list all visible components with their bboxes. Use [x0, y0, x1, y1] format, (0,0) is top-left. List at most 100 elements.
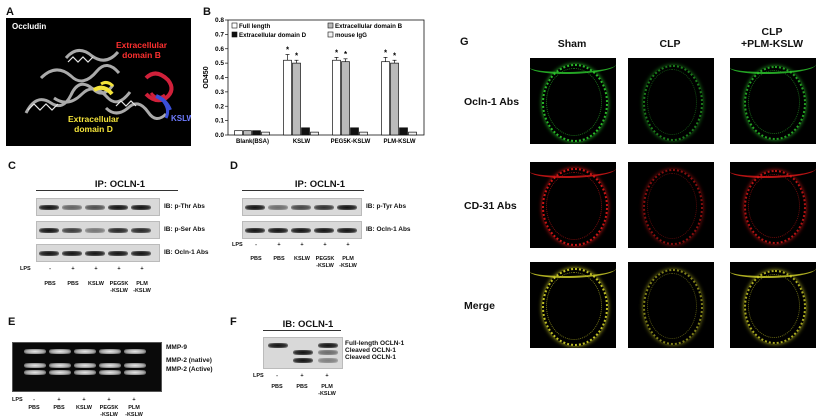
- panel-c-ip-title: IP: OCLN-1: [94, 179, 146, 190]
- fluorescence-micrograph: [530, 58, 616, 144]
- panel-e-lps-sign: +: [82, 397, 86, 403]
- protein-band: [318, 350, 338, 355]
- x-tick-label: PEG5K-KSLW: [331, 139, 371, 145]
- zymogram-band: [124, 349, 146, 354]
- column-header: Sham: [557, 38, 587, 50]
- significance-star: *: [295, 51, 299, 60]
- kslw-label: KSLW: [171, 114, 191, 123]
- panel-f-ib-title: IB: OCLN-1: [282, 319, 334, 330]
- protein-band: [268, 343, 288, 348]
- band-label: Cleaved OCLN-1: [345, 347, 396, 354]
- western-blot-strip: [263, 337, 343, 369]
- panel-d-ip-rule: [242, 190, 364, 191]
- tissue-edge: [530, 58, 616, 74]
- panel-e-lane-label: PEG5K -KSLW: [99, 405, 119, 418]
- western-blot-strip: [36, 244, 160, 262]
- protein-band: [39, 251, 59, 256]
- legend-label: Extracellular domain D: [239, 32, 307, 39]
- y-tick-label: 0.3: [215, 89, 224, 96]
- significance-star: *: [335, 48, 339, 57]
- tissue-edge: [730, 58, 816, 74]
- y-tick-label: 0.0: [215, 132, 224, 139]
- protein-band: [62, 251, 82, 256]
- vessel-inner-wall: [748, 174, 800, 238]
- zymogram-band: [24, 370, 46, 375]
- tissue-edge: [730, 262, 816, 278]
- protein-band: [62, 228, 82, 233]
- panel-d-lane-label: PBS: [273, 256, 285, 262]
- protein-band: [318, 358, 338, 363]
- fluorescence-micrograph: [730, 162, 816, 248]
- panel-d-lps-sign: +: [323, 242, 327, 248]
- domain-b-line1: Extracellular: [116, 40, 168, 50]
- panel-c-lps-sign: +: [117, 266, 121, 272]
- bar: [341, 61, 350, 136]
- panel-e-lps-sign: +: [132, 397, 136, 403]
- panel-e-letter: E: [8, 316, 16, 328]
- protein-band: [337, 205, 357, 210]
- panel-f-lps-sign: +: [325, 373, 329, 379]
- column-header: CLP: [659, 38, 681, 50]
- panel-d-lps-sign: +: [300, 242, 304, 248]
- zymogram-band: [49, 363, 71, 368]
- protein-band: [268, 228, 288, 233]
- domain-b-label: Extracellular domain B: [116, 40, 167, 60]
- panel-c-lps-label: LPS: [20, 266, 31, 272]
- legend-label: mouse IgG: [335, 32, 367, 39]
- bar: [261, 131, 270, 136]
- protein-structure-image: Occludin Extracellular domain B Extracel…: [6, 18, 191, 146]
- protein-band: [245, 205, 265, 210]
- bar: [234, 130, 243, 136]
- x-tick-label: KSLW: [293, 139, 311, 145]
- panel-e-lane-label: PLM -KSLW: [125, 405, 143, 418]
- panel-c-lane-label: PBS: [67, 281, 79, 287]
- band-label: Full-length OCLN-1: [345, 340, 405, 347]
- bar: [390, 62, 399, 136]
- protein-band: [108, 228, 128, 233]
- panel-f-letter: F: [230, 316, 237, 328]
- zymogram-band: [99, 363, 121, 368]
- bar: [408, 131, 417, 136]
- row-label: CD-31 Abs: [464, 200, 517, 212]
- panel-f-lps-label: LPS: [253, 373, 264, 379]
- panel-f-ib-rule: [263, 330, 341, 331]
- zymogram-band: [99, 370, 121, 375]
- western-blot-strip: [36, 198, 160, 216]
- fluorescence-micrograph: [628, 162, 714, 248]
- panel-f-lane-label: PLM -KSLW: [318, 384, 336, 397]
- protein-band: [62, 205, 82, 210]
- vessel-inner-wall: [748, 70, 800, 134]
- x-tick-label: PLM-KSLW: [384, 139, 416, 145]
- panel-d-lps-sign: +: [346, 242, 350, 248]
- bar: [283, 59, 292, 136]
- protein-band: [268, 205, 288, 210]
- band-label: Cleaved OCLN-1: [345, 354, 396, 361]
- panel-e-lane-label: KSLW: [76, 405, 92, 411]
- legend-label: Extracellular domain B: [335, 23, 403, 30]
- protein-band: [291, 228, 311, 233]
- legend-swatch: [327, 31, 334, 38]
- ib-label: IB: Ocln-1 Abs: [164, 249, 209, 256]
- bar: [301, 127, 310, 136]
- y-tick-label: 0.5: [215, 60, 224, 67]
- vessel-inner-wall: [546, 172, 602, 240]
- y-tick-label: 0.1: [215, 118, 224, 125]
- ib-label: IB: p-Ser Abs: [164, 226, 205, 233]
- bar: [399, 127, 408, 136]
- panel-g-letter: G: [460, 36, 469, 48]
- row-label: Ocln-1 Abs: [464, 96, 520, 108]
- protein-band: [314, 228, 334, 233]
- protein-band: [39, 228, 59, 233]
- protein-band: [85, 228, 105, 233]
- vessel-wall: [643, 169, 703, 245]
- legend-swatch: [231, 31, 238, 38]
- zymogram-band: [74, 349, 96, 354]
- domain-b-line2: domain B: [122, 50, 161, 60]
- ib-label: IB: Ocln-1 Abs: [366, 226, 411, 233]
- row-label: Merge: [464, 300, 495, 312]
- band-label: MMP-2 (Active): [166, 366, 213, 373]
- panel-c-lane-label: PBS: [44, 281, 56, 287]
- vessel-wall: [643, 65, 703, 141]
- western-blot-strip: [242, 198, 362, 216]
- panel-d-lane-label: PEG5K -KSLW: [315, 256, 335, 269]
